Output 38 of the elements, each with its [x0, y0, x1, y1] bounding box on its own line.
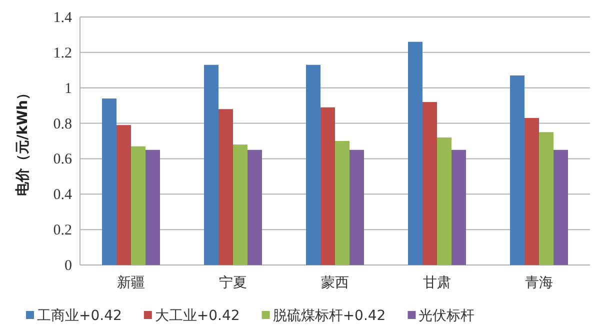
bar: [102, 98, 116, 265]
bar: [204, 64, 218, 265]
bar: [248, 150, 262, 265]
bar: [539, 132, 554, 265]
bar: [131, 146, 146, 265]
y-tick-label: 1.2: [53, 45, 72, 62]
bar: [218, 109, 233, 265]
bar: [524, 118, 539, 265]
bar: [320, 107, 335, 265]
bar: [350, 150, 364, 265]
x-tick-label: 蒙西: [321, 275, 349, 291]
y-tick-label: 1.4: [53, 10, 72, 26]
legend-label: 光伏标杆: [418, 308, 475, 324]
y-tick-label: 0: [64, 258, 72, 274]
bar: [422, 102, 437, 265]
y-tick-label: 0.6: [53, 152, 72, 168]
y-tick-label: 0.4: [53, 187, 72, 204]
y-tick-label: 0.8: [53, 116, 72, 132]
bar: [437, 137, 452, 265]
bar: [335, 141, 350, 265]
bar: [146, 150, 160, 265]
bar: [408, 42, 422, 265]
legend-label: 脱硫煤标杆+0.42: [272, 308, 386, 324]
legend-label: 工商业+0.42: [37, 308, 122, 324]
bar: [233, 144, 248, 265]
y-axis-title: 电价（元/kWh）: [15, 86, 31, 196]
x-tick-label: 甘肃: [423, 275, 451, 291]
x-tick-label: 新疆: [117, 275, 145, 291]
y-tick-label: 1: [64, 80, 72, 97]
bar: [554, 150, 568, 265]
bar: [452, 150, 466, 265]
x-tick-label: 青海: [525, 275, 553, 291]
y-tick-label: 0.2: [53, 222, 72, 239]
bar: [116, 125, 131, 265]
legend-label: 大工业+0.42: [154, 308, 240, 324]
bar: [306, 64, 320, 265]
bar: [510, 75, 524, 265]
x-tick-label: 宁夏: [219, 275, 247, 291]
